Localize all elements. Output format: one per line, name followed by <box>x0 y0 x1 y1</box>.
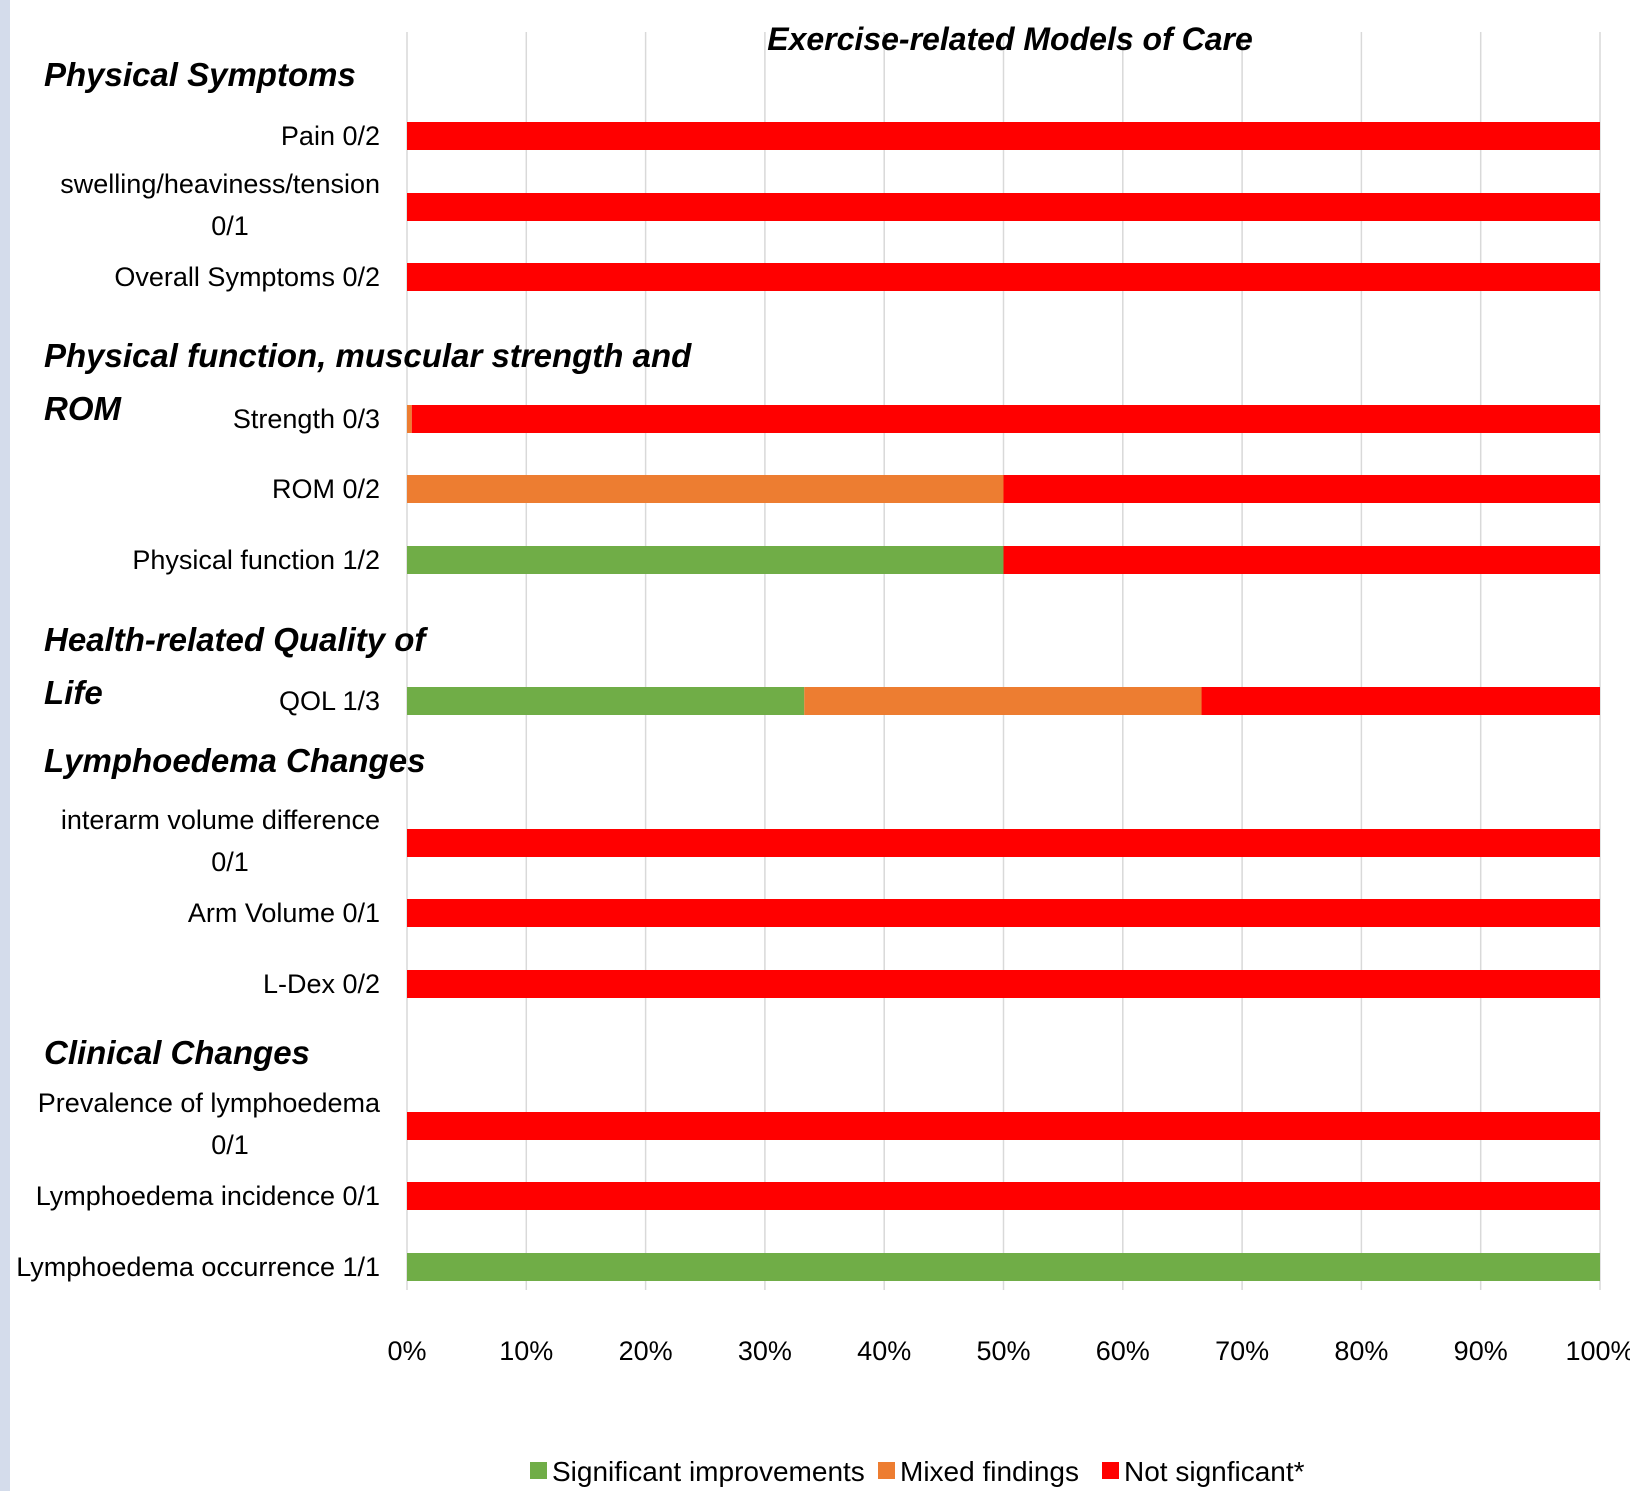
category-label: 0/1 <box>211 847 249 877</box>
legend-swatch <box>878 1462 895 1479</box>
x-tick-label: 20% <box>619 1336 673 1366</box>
legend: Significant improvements Mixed findings No… <box>530 1456 1305 1487</box>
x-tick-label: 30% <box>738 1336 792 1366</box>
chart-title: Exercise-related Models of Care <box>767 21 1253 57</box>
x-tick-label: 50% <box>976 1336 1030 1366</box>
x-tick-label: 90% <box>1454 1336 1508 1366</box>
bar-segment <box>407 829 1600 857</box>
category-label: Arm Volume 0/1 <box>188 898 380 928</box>
bar-segment <box>407 1182 1600 1210</box>
category-label: 0/1 <box>211 1130 249 1160</box>
legend-label: Significant improvements <box>552 1456 865 1487</box>
category-label: interarm volume difference <box>61 805 380 835</box>
x-tick-label: 0% <box>387 1336 426 1366</box>
group-label: Life <box>44 674 103 711</box>
bar-segment <box>1003 546 1600 574</box>
x-tick-label: 60% <box>1096 1336 1150 1366</box>
bar-segment <box>407 405 412 433</box>
category-label: 0/1 <box>211 211 249 241</box>
group-labels: Physical Symptoms Physical function, musc… <box>44 56 692 1071</box>
x-tick-label: 40% <box>857 1336 911 1366</box>
legend-label: Not signficant* <box>1124 1456 1305 1487</box>
category-label: Lymphoedema occurrence 1/1 <box>16 1252 380 1282</box>
bar-segment <box>1003 475 1600 503</box>
bar-segment <box>407 1253 1600 1281</box>
category-label: Physical function 1/2 <box>132 545 380 575</box>
bar-segment <box>407 122 1600 150</box>
legend-swatch <box>1102 1462 1119 1479</box>
bar-segment <box>804 687 1202 715</box>
category-label: ROM 0/2 <box>272 474 380 504</box>
bars <box>407 122 1601 1281</box>
x-tick-label: 100% <box>1565 1336 1630 1366</box>
category-label: Prevalence of lymphoedema <box>38 1088 381 1118</box>
bar-segment <box>407 970 1600 998</box>
category-label: Lymphoedema incidence 0/1 <box>36 1181 380 1211</box>
category-label: Overall Symptoms 0/2 <box>114 262 380 292</box>
legend-label: Mixed findings <box>900 1456 1079 1487</box>
x-tick-label: 10% <box>499 1336 553 1366</box>
group-label: Clinical Changes <box>44 1034 310 1071</box>
category-label: Pain 0/2 <box>281 121 380 151</box>
bar-segment <box>407 687 805 715</box>
bar-segment <box>1201 687 1600 715</box>
category-labels: Pain 0/2 swelling/heaviness/tension 0/1 Ove… <box>16 121 381 1282</box>
x-tick-label: 70% <box>1215 1336 1269 1366</box>
group-label: Physical function, muscular strength and <box>44 337 692 374</box>
group-label: ROM <box>44 390 123 427</box>
grid-lines <box>406 32 1601 1290</box>
group-label: Health-related Quality of <box>44 621 428 658</box>
bar-segment <box>407 263 1600 291</box>
legend-swatch <box>530 1462 547 1479</box>
bar-segment <box>407 193 1600 221</box>
bar-segment <box>407 546 1004 574</box>
bar-segment <box>407 1112 1600 1140</box>
category-label: QOL 1/3 <box>279 686 380 716</box>
bar-segment <box>411 405 1601 433</box>
category-label: Strength 0/3 <box>233 404 380 434</box>
bar-segment <box>407 899 1600 927</box>
category-label: L-Dex 0/2 <box>263 969 380 999</box>
group-label: Lymphoedema Changes <box>44 742 425 779</box>
bar-segment <box>407 475 1004 503</box>
x-axis-ticks: 0% 10% 20% 30% 40% 50% 60% 70% 80% 90% 100% <box>387 1336 1630 1366</box>
category-label: swelling/heaviness/tension <box>60 169 380 199</box>
group-label: Physical Symptoms <box>44 56 356 93</box>
left-border-strip <box>0 0 10 1491</box>
x-tick-label: 80% <box>1334 1336 1388 1366</box>
